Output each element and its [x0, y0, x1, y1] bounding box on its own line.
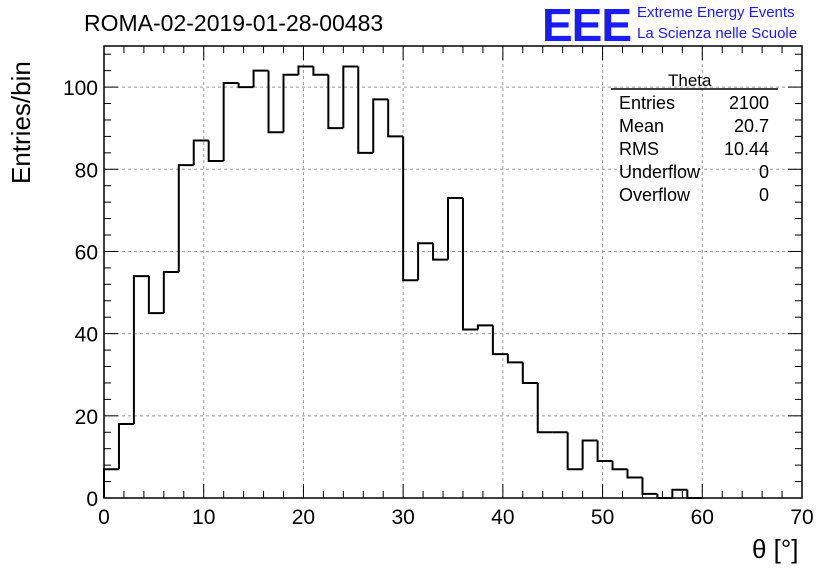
histogram-bin	[506, 354, 523, 364]
histogram-bin	[611, 461, 628, 471]
histogram-bin	[372, 98, 389, 153]
histogram-bin	[162, 271, 179, 314]
histogram-bin	[297, 65, 314, 75]
stats-row-value: 2100	[728, 93, 769, 113]
histogram-bin	[671, 488, 688, 498]
stats-row-value: 20.7	[733, 116, 769, 136]
histogram-bin	[387, 99, 404, 138]
histogram-bin	[207, 140, 224, 163]
y-axis-label: Entries/bin	[6, 61, 36, 184]
stats-row-value: 10.44	[723, 139, 769, 159]
histogram-bin	[432, 243, 449, 261]
histogram-bin	[447, 197, 463, 260]
y-tick-label: 0	[86, 488, 98, 511]
histogram-bin	[626, 469, 643, 479]
x-tick-label: 0	[98, 506, 110, 529]
histogram-bin	[237, 82, 254, 89]
stats-row-value: 0	[758, 185, 769, 205]
x-tick-label: 40	[491, 506, 514, 529]
histogram-bin	[417, 242, 434, 281]
histogram-bin	[491, 325, 508, 356]
histogram-bin	[132, 275, 149, 425]
histogram-bin	[282, 73, 299, 133]
histogram-bin	[536, 382, 553, 434]
histogram-bin	[103, 468, 119, 498]
histogram-bin	[222, 81, 239, 162]
stats-row-label: RMS	[619, 139, 659, 159]
x-tick-label: 20	[292, 506, 315, 529]
stats-row-label: Mean	[619, 116, 665, 136]
stats-box-name: Theta	[668, 71, 712, 90]
logo-caption-line2: La Scienza nelle Scuole	[637, 25, 798, 42]
histogram-bin	[267, 70, 284, 134]
logo-caption-line1: Extreme Energy Events	[637, 4, 795, 21]
x-tick-label: 60	[691, 506, 714, 529]
histogram-bin	[357, 66, 374, 154]
histogram-bin	[461, 198, 478, 331]
histogram-bin	[641, 477, 658, 495]
eee-logo: EEE	[542, 0, 632, 51]
histogram-bin	[117, 423, 134, 470]
plot-frame	[103, 45, 803, 499]
histogram-bin	[521, 362, 538, 384]
x-tick-label: 30	[391, 506, 414, 529]
y-tick-label: 100	[63, 77, 98, 100]
histogram-bin	[686, 489, 703, 499]
grid-lines	[104, 46, 802, 498]
histogram-bin	[402, 136, 419, 282]
y-tick-label: 20	[75, 406, 98, 429]
stats-row-label: Entries	[619, 93, 676, 113]
histogram-bin	[327, 74, 344, 130]
x-tick-label: 10	[192, 506, 215, 529]
y-tick-label: 80	[75, 159, 98, 182]
histogram-bin	[192, 139, 209, 166]
y-tick-label: 60	[75, 241, 98, 264]
y-tick-label: 40	[75, 324, 98, 347]
plot-title: ROMA-02-2019-01-28-00483	[84, 10, 384, 36]
stats-row-label: Overflow	[619, 185, 691, 205]
axes: 0 10 20 30 40 50 60 70 0 20 40 60 80 100	[63, 45, 814, 529]
histogram-bin	[596, 440, 613, 463]
stats-row-label: Underflow	[619, 162, 701, 182]
histogram-bin	[342, 65, 359, 129]
histogram-bins	[103, 65, 703, 499]
histogram-bin	[147, 276, 164, 315]
x-tick-label: 50	[591, 506, 614, 529]
x-axis-label: θ [°]	[752, 534, 799, 564]
stats-row-value: 0	[758, 162, 769, 182]
histogram-bin	[312, 66, 329, 76]
histogram-bin	[476, 324, 493, 330]
histogram-bin	[177, 164, 194, 272]
histogram-bin	[252, 69, 269, 88]
histogram-bin	[581, 439, 598, 470]
x-tick-label: 70	[790, 506, 813, 529]
histogram-bin	[566, 432, 583, 471]
